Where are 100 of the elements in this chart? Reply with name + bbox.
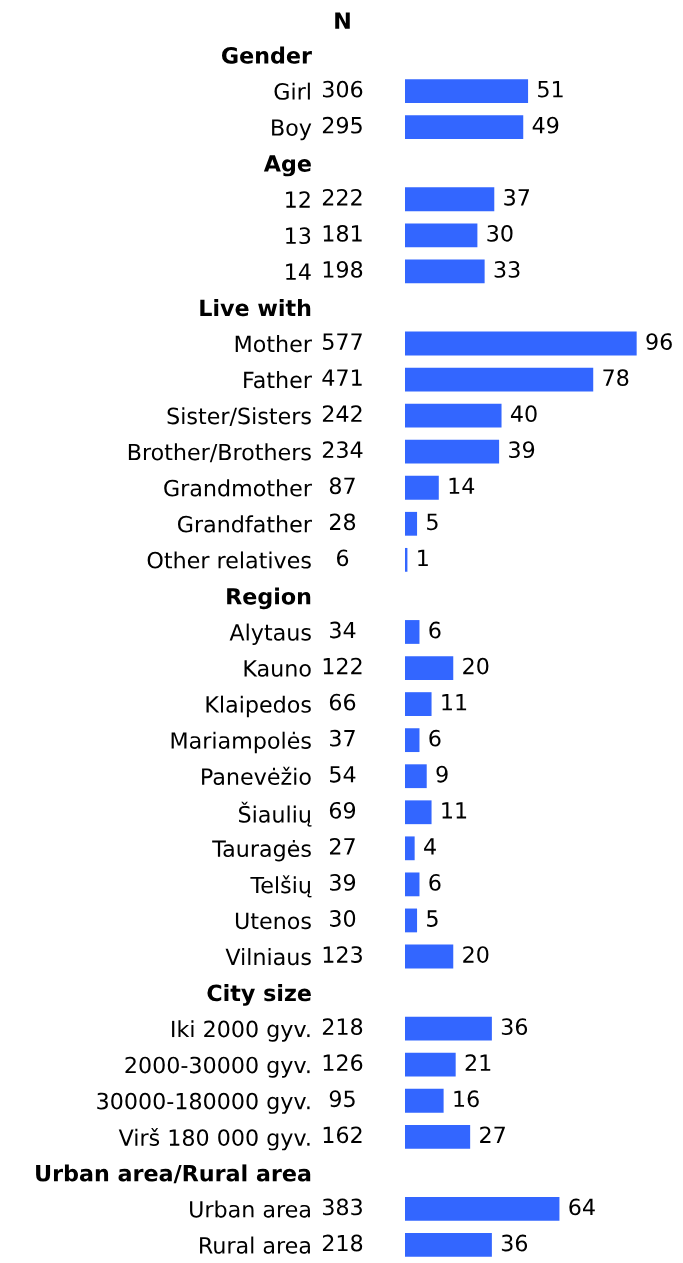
bar (405, 836, 415, 861)
bar (405, 223, 478, 248)
y-tick-label: Alytaus (229, 623, 311, 646)
bar (405, 79, 529, 103)
bar (405, 692, 432, 716)
bar (405, 367, 594, 392)
text: 34 (330, 621, 356, 639)
data-label: 16 (454, 1090, 479, 1108)
y-tick-label: Urban area (190, 1200, 310, 1218)
data-label: 36 (501, 1234, 528, 1252)
y-tick-label: Klaipedos (206, 695, 311, 718)
bar (405, 1088, 444, 1113)
data-label: 39 (509, 441, 535, 459)
text: 218 (322, 1234, 363, 1252)
y-tick-label: Gender (221, 46, 312, 64)
text: 242 (322, 405, 362, 422)
text: 6 (336, 549, 349, 567)
data-label: 1 (418, 549, 428, 566)
y-tick-label: Brother/Brothers (128, 443, 311, 463)
data-label: 6 (429, 621, 441, 639)
text: 218 (322, 1018, 363, 1036)
text: 471 (322, 369, 362, 386)
y-tick-label: Mariampolės (171, 731, 311, 754)
data-label: 96 (646, 333, 672, 350)
y-tick-label: 30000-180000 gyv. (97, 1092, 310, 1114)
text: 37 (330, 729, 355, 747)
bar (405, 728, 420, 753)
bar (405, 620, 420, 644)
data-label: 5 (427, 513, 438, 531)
text: 39 (330, 874, 356, 891)
data-label: 5 (427, 910, 438, 927)
bar (405, 475, 439, 500)
bar (405, 944, 454, 969)
y-tick-label: Šiaulių (239, 801, 312, 827)
bar (405, 800, 432, 825)
text: 27 (329, 837, 355, 855)
bar (405, 259, 485, 284)
data-label: 27 (480, 1126, 505, 1143)
data-label: 49 (532, 116, 559, 134)
bar (405, 439, 500, 464)
data-label: 30 (487, 224, 513, 242)
text: 383 (322, 1198, 362, 1216)
y-tick-label: Kauno (244, 660, 311, 677)
text: 198 (323, 261, 363, 278)
bar (405, 656, 454, 680)
y-tick-label: Grandfather (177, 515, 312, 533)
y-tick-label: Other relatives (147, 551, 311, 569)
text: 95 (329, 1090, 355, 1108)
y-tick-label: City size (207, 984, 311, 1006)
data-label: 6 (429, 729, 441, 747)
text: 234 (322, 441, 363, 459)
data-label: 9 (436, 765, 448, 783)
y-tick-label: Utenos (235, 912, 311, 930)
y-tick-label: Age (263, 155, 311, 177)
y-tick-label: Telšių (250, 875, 312, 898)
data-label: 21 (465, 1054, 491, 1071)
y-tick-label: Iki 2000 gyv. (172, 1020, 310, 1042)
bar (405, 1052, 456, 1077)
y-tick-label: 13 (286, 227, 311, 245)
text: 87 (329, 477, 355, 495)
data-label: 4 (424, 838, 436, 855)
data-label: 33 (494, 261, 520, 278)
text: 122 (323, 657, 362, 675)
text: 123 (323, 946, 362, 963)
text: N (335, 12, 350, 29)
y-tick-label: 2000-30000 gyv. (125, 1056, 310, 1078)
y-tick-label: Vilniaus (225, 948, 311, 966)
y-tick-label: Rural area (200, 1236, 310, 1254)
y-tick-label: Sister/Sisters (167, 407, 311, 427)
y-tick-label: Live with (200, 299, 311, 317)
y-tick-label: Panevėžio (202, 766, 311, 785)
data-label: 64 (569, 1198, 595, 1216)
data-label: 20 (463, 657, 489, 675)
bar (405, 511, 418, 536)
text: 28 (329, 513, 356, 531)
y-tick-label: Girl (274, 82, 310, 100)
bar (405, 1124, 471, 1149)
data-label: 40 (510, 405, 537, 423)
text: 66 (329, 693, 356, 711)
text: 306 (322, 80, 363, 98)
data-label: 78 (603, 369, 629, 387)
bar (405, 908, 418, 933)
bar (405, 1016, 492, 1041)
data-label: 36 (501, 1018, 528, 1036)
text: 577 (323, 333, 362, 350)
y-tick-label: Tauragės (212, 839, 311, 862)
text: 69 (329, 801, 356, 819)
data-label: 51 (538, 81, 563, 98)
data-label: 11 (442, 802, 467, 819)
y-tick-label: Mother (235, 335, 312, 353)
text: 126 (323, 1054, 363, 1072)
bar (405, 872, 420, 897)
text: 295 (322, 116, 362, 134)
bar (405, 764, 427, 789)
bar (405, 1233, 492, 1257)
bar (405, 115, 524, 140)
y-tick-label: 12 (286, 191, 310, 208)
text: 222 (322, 188, 362, 206)
bar (405, 331, 637, 356)
data-label: 37 (504, 188, 529, 206)
